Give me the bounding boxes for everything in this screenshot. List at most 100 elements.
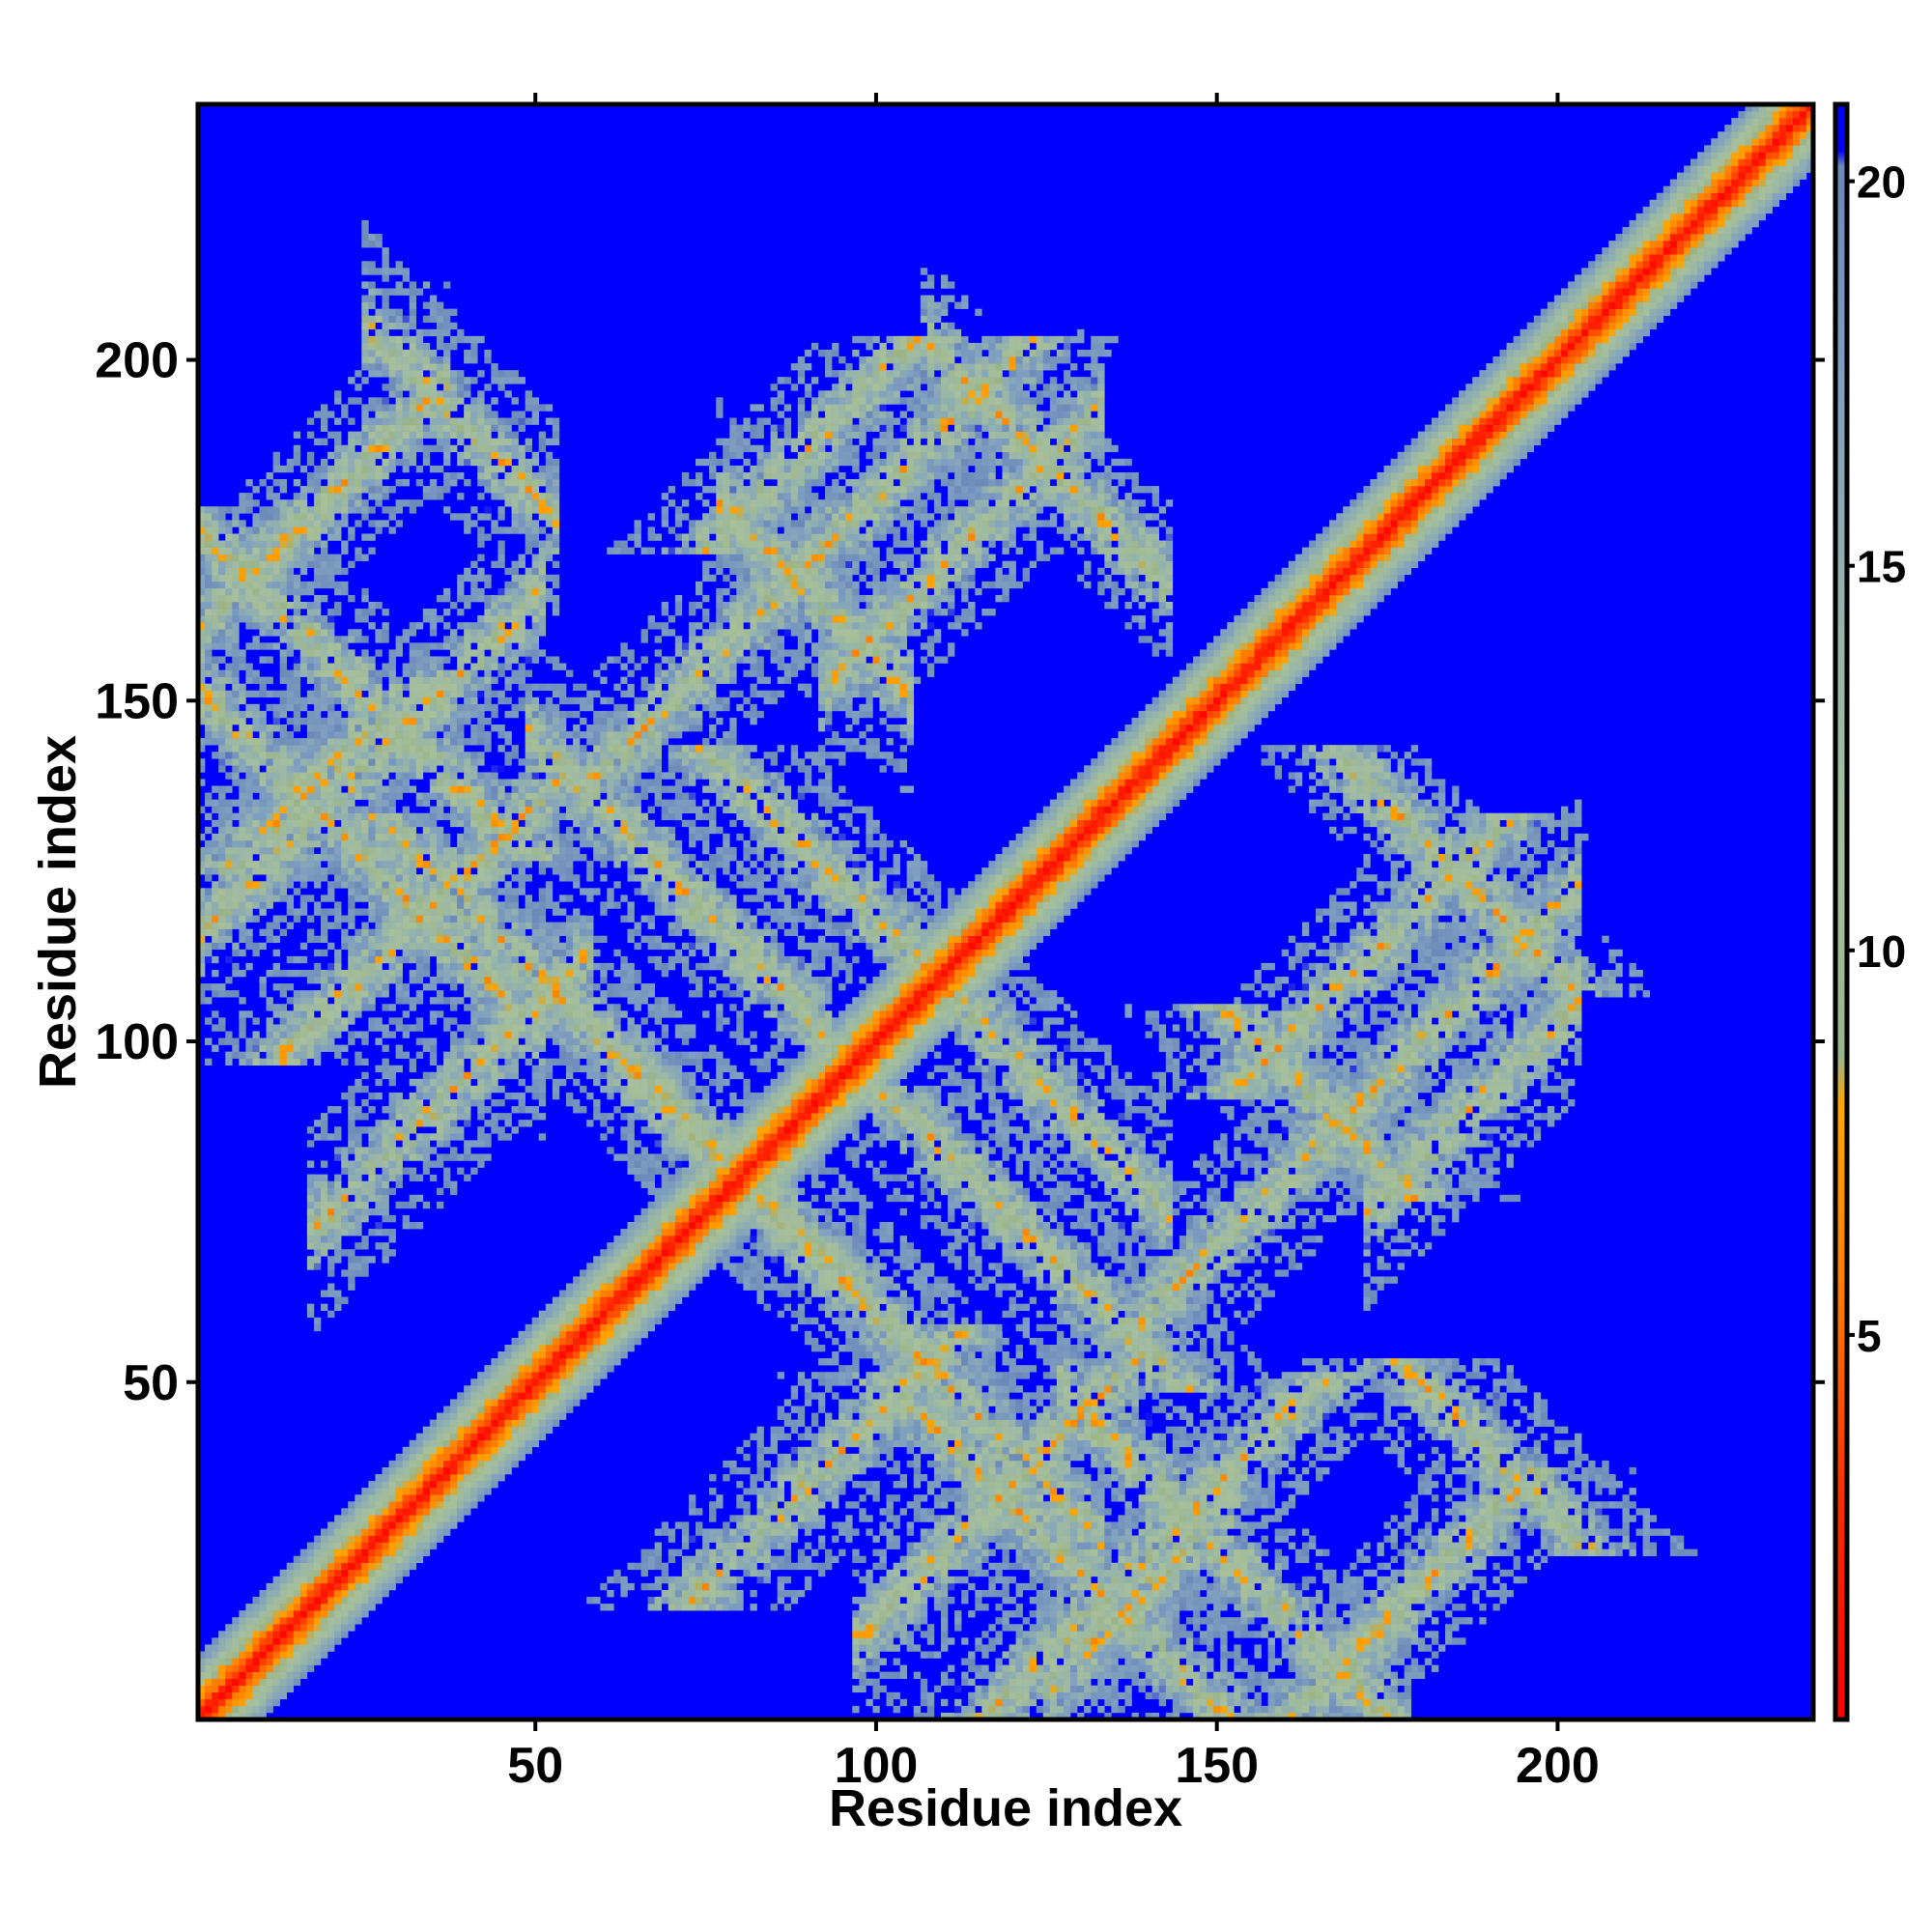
heatmap-cell: [327, 758, 335, 766]
heatmap-cell: [525, 513, 532, 521]
heatmap-cell: [388, 1466, 396, 1475]
heatmap-cell: [470, 915, 478, 923]
heatmap-cell: [415, 942, 424, 951]
heatmap-cell: [436, 990, 444, 998]
heatmap-cell: [402, 867, 410, 875]
heatmap-cell: [272, 493, 280, 500]
heatmap-cell: [491, 772, 498, 780]
heatmap-cell: [464, 765, 471, 773]
heatmap-cell: [422, 356, 431, 364]
heatmap-cell: [442, 1058, 451, 1066]
heatmap-cell: [355, 1187, 362, 1196]
heatmap-cell: [361, 949, 369, 957]
heatmap-cell: [286, 1024, 295, 1032]
heatmap-cell: [388, 901, 396, 909]
heatmap-cell: [355, 1562, 362, 1571]
heatmap-cell: [198, 520, 206, 527]
heatmap-cell: [368, 1562, 376, 1571]
heatmap-cell: [348, 1283, 355, 1291]
heatmap-cell: [450, 1453, 458, 1462]
heatmap-cell: [355, 458, 362, 467]
heatmap-cell: [313, 990, 322, 998]
heatmap-cell: [218, 1037, 226, 1045]
heatmap-cell: [415, 1147, 424, 1154]
heatmap-cell: [212, 901, 219, 909]
heatmap-cell: [348, 1214, 355, 1223]
heatmap-cell: [477, 928, 485, 936]
heatmap-cell: [504, 1453, 512, 1462]
heatmap-cell: [450, 1078, 458, 1087]
heatmap-cell: [245, 499, 253, 507]
heatmap-cell: [457, 642, 465, 650]
heatmap-cell: [382, 1187, 389, 1196]
heatmap-cell: [293, 724, 301, 732]
heatmap-cell: [395, 955, 403, 964]
heatmap-cell: [198, 602, 206, 610]
heatmap-cell: [518, 826, 526, 835]
heatmap-cell: [464, 812, 471, 821]
heatmap-cell: [504, 1051, 512, 1059]
heatmap-cell: [525, 669, 532, 677]
heatmap-cell: [511, 846, 519, 855]
heatmap-cell: [477, 915, 485, 923]
heatmap-cell: [429, 839, 438, 848]
heatmap-cell: [259, 513, 267, 521]
heatmap-cell: [266, 854, 273, 862]
heatmap-cell: [266, 493, 273, 500]
heatmap-cell: [279, 1010, 288, 1018]
heatmap-cell: [334, 1208, 342, 1216]
heatmap-cell: [409, 295, 417, 302]
heatmap-cell: [355, 690, 362, 698]
heatmap-cell: [320, 1208, 328, 1216]
heatmap-cell: [266, 1698, 273, 1707]
heatmap-cell: [491, 949, 498, 957]
heatmap-cell: [299, 1569, 308, 1577]
heatmap-cell: [245, 1691, 253, 1700]
heatmap-cell: [306, 1542, 315, 1549]
heatmap-cell: [436, 370, 444, 378]
heatmap-cell: [348, 663, 355, 670]
heatmap-cell: [334, 752, 342, 759]
heatmap-cell: [429, 867, 438, 875]
heatmap-cell: [341, 812, 349, 821]
heatmap-cell: [327, 752, 335, 759]
heatmap-cell: [525, 765, 532, 773]
heatmap-cell: [348, 1092, 355, 1100]
heatmap-cell: [497, 888, 505, 895]
heatmap-cell: [320, 1194, 328, 1203]
heatmap-cell: [484, 1406, 492, 1413]
heatmap-cell: [422, 458, 431, 467]
heatmap-cell: [293, 520, 301, 527]
heatmap-cell: [375, 1589, 383, 1598]
heatmap-cell: [497, 554, 505, 561]
heatmap-cell: [422, 922, 431, 929]
heatmap-cell: [395, 424, 403, 432]
heatmap-cell: [511, 493, 519, 500]
heatmap-cell: [525, 574, 532, 582]
heatmap-cell: [327, 1548, 335, 1556]
heatmap-cell: [382, 417, 389, 425]
heatmap-cell: [355, 738, 362, 746]
heatmap-cell: [402, 745, 410, 753]
heatmap-cell: [511, 411, 519, 418]
heatmap-cell: [382, 1528, 389, 1536]
heatmap-cell: [272, 554, 280, 561]
heatmap-cell: [491, 411, 498, 418]
heatmap-cell: [327, 888, 335, 895]
heatmap-cell: [442, 411, 451, 418]
heatmap-cell: [491, 1439, 498, 1448]
heatmap-cell: [375, 839, 383, 848]
heatmap-cell: [442, 888, 451, 895]
heatmap-cell: [415, 656, 424, 664]
heatmap-cell: [464, 1494, 471, 1502]
heatmap-cell: [348, 1576, 355, 1584]
heatmap-cell: [259, 826, 267, 835]
heatmap-cell: [355, 397, 362, 405]
heatmap-cell: [484, 1419, 492, 1427]
heatmap-cell: [477, 997, 485, 1005]
heatmap-cell: [484, 683, 492, 692]
heatmap-cell: [327, 1256, 335, 1264]
heatmap-cell: [198, 935, 206, 944]
heatmap-cell: [355, 1133, 362, 1141]
heatmap-cell: [279, 1664, 288, 1672]
